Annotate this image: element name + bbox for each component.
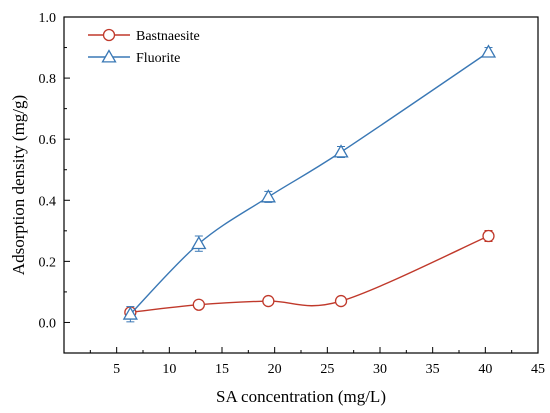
bastnaesite-line (130, 235, 489, 314)
x-tick-label: 20 (268, 362, 282, 377)
y-tick-label: 0.4 (39, 194, 57, 209)
series-fluorite (122, 44, 497, 323)
bastnaesite-point (192, 298, 205, 311)
y-tick-label: 0.2 (39, 255, 57, 270)
series-layer (122, 44, 497, 323)
x-tick-label: 45 (531, 362, 545, 377)
fluorite-point (122, 306, 138, 320)
series-bastnaesite (124, 229, 495, 319)
bastnaesite-point (334, 294, 348, 308)
x-tick-label: 30 (373, 362, 387, 377)
x-tick-label: 40 (478, 362, 492, 377)
bastnaesite-point (262, 294, 275, 308)
fluorite-line (129, 51, 489, 315)
legend: Bastnaesite Fluorite (88, 28, 200, 66)
bastnaesite-point (482, 229, 495, 243)
fluorite-point (480, 44, 497, 58)
fluorite-point (191, 235, 207, 250)
x-tick-label: 15 (215, 362, 229, 377)
y-axis: 0.0 0.2 0.4 0.6 0.8 1.0 (39, 11, 70, 354)
x-tick-label: 10 (162, 362, 176, 377)
fluorite-point (333, 144, 349, 158)
legend-marker (101, 49, 117, 63)
x-tick-label: 35 (426, 362, 440, 377)
legend-label: Fluorite (136, 51, 180, 66)
fluorite-point (260, 189, 276, 203)
y-tick-label: 0.8 (39, 72, 57, 87)
x-tick-label: 5 (113, 362, 120, 377)
y-axis-label: Adsorption density (mg/g) (9, 95, 28, 275)
legend-marker (102, 28, 116, 42)
y-tick-label: 0.6 (39, 133, 57, 148)
x-tick-label: 25 (320, 362, 334, 377)
y-tick-label: 0.0 (39, 316, 57, 331)
x-axis: 5 10 15 20 25 30 35 40 45 (89, 347, 545, 377)
y-tick-label: 1.0 (39, 11, 57, 26)
legend-label: Bastnaesite (136, 29, 200, 44)
x-axis-label: SA concentration (mg/L) (216, 387, 386, 406)
